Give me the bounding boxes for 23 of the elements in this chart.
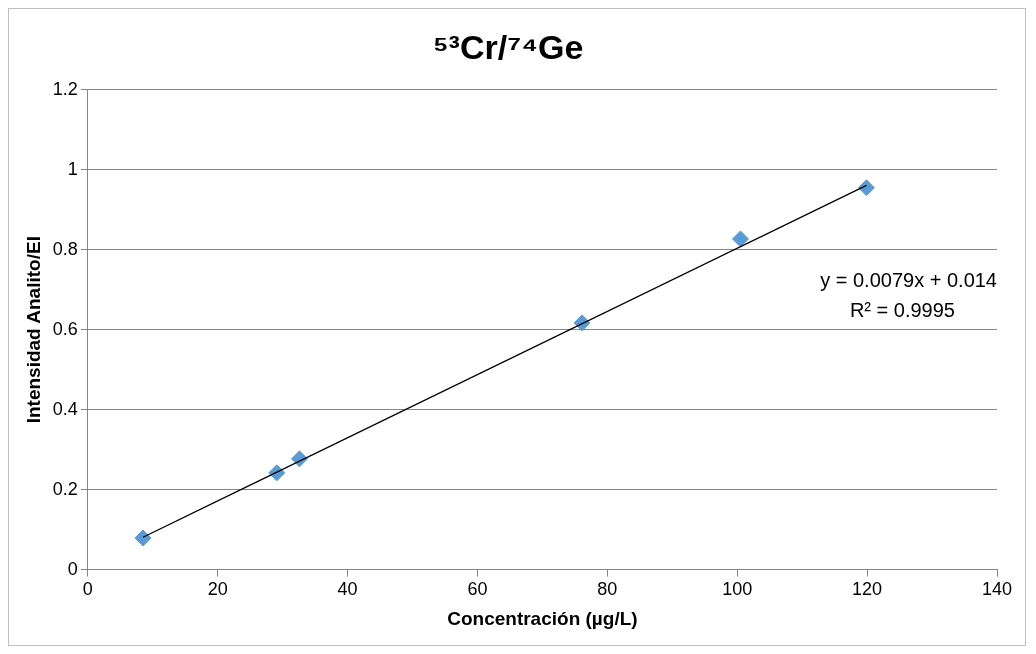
point: [731, 230, 749, 248]
point: [134, 529, 152, 547]
x-axis-title: Concentración (µg/L): [447, 607, 638, 629]
y-axis-title: Intensidad Analito/EI: [22, 236, 44, 424]
y-tick-label: 0.8: [52, 238, 78, 259]
x-tick-label: 20: [207, 579, 228, 600]
y-tick-label: 1.2: [52, 78, 78, 99]
point: [857, 179, 875, 197]
x-tick-label: 120: [852, 579, 883, 600]
annotation: y = 0.0079x + 0.014: [820, 269, 997, 292]
x-tick-label: 0: [82, 579, 93, 600]
x-tick-label: 140: [981, 579, 1013, 600]
annotation: R² = 0.9995: [849, 299, 955, 322]
y-tick-label: 0.4: [52, 398, 78, 419]
y-tick-label: 0.6: [52, 318, 78, 339]
y-tick-label: 0.2: [52, 478, 78, 499]
chart-title: ⁵³Cr/⁷⁴Ge: [432, 27, 584, 66]
y-tick-label: 1: [67, 158, 78, 179]
x-tick-label: 60: [467, 579, 488, 600]
y-tick-label: 0: [67, 558, 78, 579]
x-tick-label: 100: [722, 579, 753, 600]
x-tick-label: 40: [337, 579, 358, 600]
x-tick-label: 80: [597, 579, 618, 600]
